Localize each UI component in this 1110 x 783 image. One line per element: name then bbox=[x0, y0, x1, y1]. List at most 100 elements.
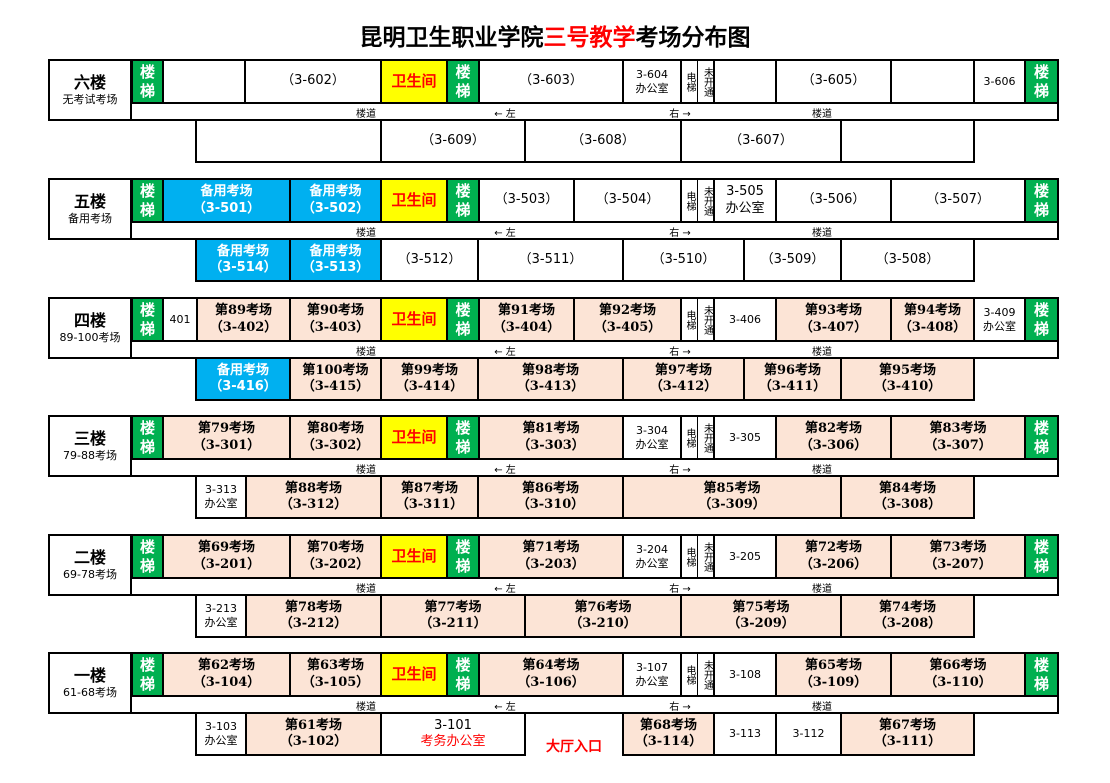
floor-note: 61-68考场 bbox=[63, 686, 117, 700]
room-cell: 第71考场 （3-203） bbox=[478, 534, 624, 579]
room-name: 楼 bbox=[1033, 300, 1049, 319]
room-number: 办公室 bbox=[635, 674, 669, 688]
room-number: 梯 bbox=[455, 674, 471, 693]
room-number: （3-110） bbox=[924, 674, 992, 690]
room-cell: 第85考场 （3-309） bbox=[622, 475, 842, 519]
room-number: （3-212） bbox=[279, 616, 348, 631]
floor-note: 备用考场 bbox=[68, 212, 112, 226]
room-name: 3-313 bbox=[205, 483, 237, 497]
room-number: （3-309） bbox=[698, 497, 766, 512]
room-number: （3-211） bbox=[419, 616, 487, 631]
room-name: 3-604 bbox=[636, 67, 668, 81]
room-cell: 第73考场 （3-207） bbox=[890, 534, 1026, 579]
room-cell: 3-107 办公室 bbox=[622, 652, 682, 697]
room-number: （3-312） bbox=[279, 497, 348, 512]
room-number: （3-415） bbox=[301, 379, 370, 394]
room-cell: 备用考场 （3-514） bbox=[195, 238, 291, 282]
corridor-label: 楼道 bbox=[812, 109, 832, 120]
room-name: 楼 bbox=[1033, 537, 1049, 556]
room-name: （3-510） bbox=[651, 251, 716, 267]
room-name: 第64考场 bbox=[522, 658, 580, 674]
floor-name: 四楼 bbox=[73, 311, 106, 331]
room-number: （3-311） bbox=[395, 497, 464, 512]
room-name: 3-205 bbox=[729, 549, 761, 563]
restroom: 卫生间 bbox=[380, 534, 448, 579]
room-number: 梯 bbox=[139, 556, 155, 575]
room-cell bbox=[713, 59, 777, 104]
room-cell: 第98考场 （3-413） bbox=[477, 357, 624, 401]
stairs: 楼梯 bbox=[131, 415, 164, 460]
room-name: 第76考场 bbox=[574, 599, 632, 615]
title-building: 三号教学 bbox=[543, 24, 636, 51]
corridor-label: ← 左 bbox=[494, 109, 516, 120]
room-cell: 3-313 办公室 bbox=[195, 475, 247, 519]
room-name: 第82考场 bbox=[804, 421, 863, 437]
room-name: 3-103 bbox=[205, 720, 237, 734]
elevator-label: 电梯 bbox=[684, 546, 695, 567]
stairs: 楼梯 bbox=[1024, 297, 1059, 342]
room-cell: 第75考场 （3-209） bbox=[680, 594, 842, 638]
room-cell: 第79考场 （3-301） bbox=[162, 415, 291, 460]
room-number: 梯 bbox=[139, 674, 155, 693]
room-name: 第94考场 bbox=[903, 303, 962, 319]
room-name: （3-508） bbox=[875, 251, 940, 267]
room-number: （3-404） bbox=[492, 319, 561, 335]
room-number: 办公室 bbox=[204, 497, 238, 510]
room-cell: 第68考场 （3-114） bbox=[622, 712, 715, 756]
room-name: 楼 bbox=[455, 418, 471, 437]
divider bbox=[697, 180, 698, 221]
room-cell: 第63考场 （3-105） bbox=[289, 652, 382, 697]
room-name: （3-507） bbox=[926, 192, 990, 208]
room-name: 第69考场 bbox=[197, 540, 256, 556]
corridor-label: ← 左 bbox=[494, 465, 516, 476]
room-number: （3-208） bbox=[873, 616, 942, 631]
room-cell: 3-113 bbox=[713, 712, 777, 756]
room-cell: 3-305 bbox=[713, 415, 777, 460]
floor-label: 四楼 89-100考场 bbox=[48, 297, 132, 359]
room-number: （3-303） bbox=[517, 437, 585, 453]
floor-label: 二楼 69-78考场 bbox=[48, 534, 132, 596]
room-cell: （3-608） bbox=[524, 119, 682, 163]
room-cell: 3-505 办公室 bbox=[713, 178, 777, 223]
room-name: 3-304 bbox=[636, 423, 668, 437]
room-cell: 第69考场 （3-201） bbox=[162, 534, 291, 579]
room-number: （3-109） bbox=[799, 674, 868, 690]
stairs: 楼梯 bbox=[446, 178, 480, 223]
room-name: 楼 bbox=[1033, 418, 1049, 437]
restroom: 卫生间 bbox=[380, 297, 448, 342]
room-cell: 第94考场 （3-408） bbox=[890, 297, 975, 342]
room-name: 备用考场 bbox=[200, 184, 253, 200]
room-name: （3-503） bbox=[494, 192, 559, 208]
room-number: 办公室 bbox=[635, 437, 669, 451]
room-number: 梯 bbox=[1033, 674, 1049, 693]
corridor-label: 楼道 bbox=[812, 702, 832, 713]
room-number: （3-203） bbox=[517, 556, 585, 572]
corridor-label: 右 → bbox=[669, 465, 691, 476]
room-name: 3-409 bbox=[983, 305, 1016, 319]
room-number: （3-206） bbox=[799, 556, 868, 572]
room-name: 第70考场 bbox=[306, 540, 365, 556]
room-number: （3-513） bbox=[301, 260, 370, 275]
room-name: 3-108 bbox=[729, 667, 761, 681]
elevator-status: 未开通 bbox=[701, 659, 713, 690]
room-number: （3-209） bbox=[727, 616, 795, 631]
elevator-label: 电梯 bbox=[684, 190, 695, 211]
room-name: 第95考场 bbox=[878, 362, 937, 378]
floor-note: 89-100考场 bbox=[59, 331, 121, 345]
room-number: （3-502） bbox=[301, 200, 370, 216]
room-name: 卫生间 bbox=[391, 72, 437, 91]
room-name: 第92考场 bbox=[598, 303, 657, 319]
room-number: 梯 bbox=[1033, 319, 1049, 338]
corridor-label: 楼道 bbox=[356, 465, 376, 476]
room-name: 第87考场 bbox=[400, 480, 459, 496]
room-cell: 第100考场 （3-415） bbox=[289, 357, 382, 401]
floor-name: 一楼 bbox=[73, 666, 106, 686]
corridor-label: 楼道 bbox=[356, 347, 376, 358]
room-name: 楼 bbox=[139, 655, 155, 674]
room-number: （3-514） bbox=[209, 260, 277, 275]
elevator-label: 电梯 bbox=[684, 71, 695, 92]
room-name: 第85考场 bbox=[703, 480, 761, 496]
room-cell: 第81考场 （3-303） bbox=[478, 415, 624, 460]
elevator: 电梯 未开通 bbox=[680, 297, 715, 342]
divider bbox=[697, 61, 698, 102]
